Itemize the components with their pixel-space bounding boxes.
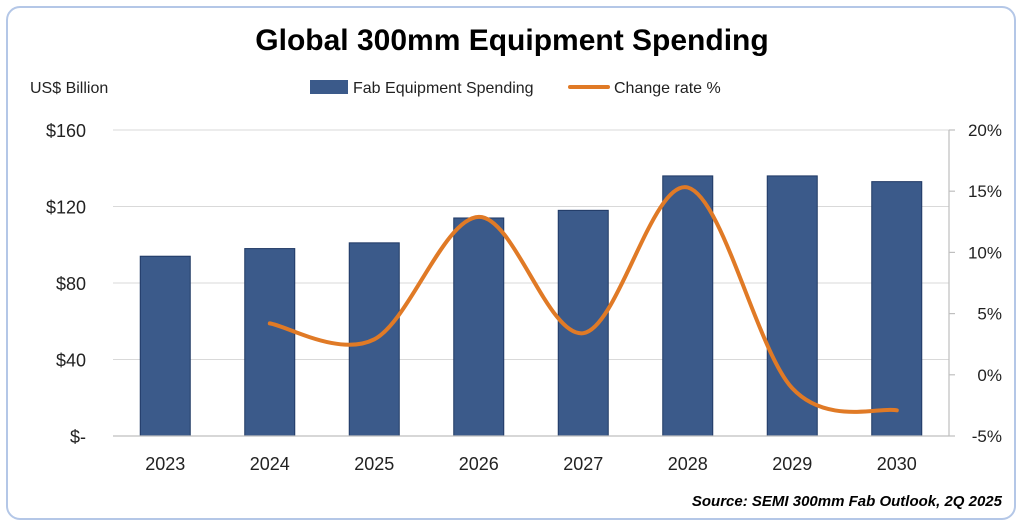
- x-tick-label: 2028: [668, 454, 708, 474]
- y-tick-label: $40: [56, 351, 86, 371]
- y-tick-label: $-: [70, 427, 86, 447]
- y-axis-label: US$ Billion: [30, 80, 108, 97]
- source-note: Source: SEMI 300mm Fab Outlook, 2Q 2025: [692, 493, 1003, 510]
- legend-label-bars: Fab Equipment Spending: [353, 80, 534, 97]
- x-tick-label: 2029: [772, 454, 812, 474]
- chart-title: Global 300mm Equipment Spending: [255, 24, 768, 57]
- y-tick-label: $120: [46, 198, 86, 218]
- bar: [662, 175, 714, 437]
- change-rate-line: [267, 185, 899, 414]
- y2-axis-ticks: -5% 0% 5% 10% 15% 20%: [968, 121, 1002, 446]
- axes: [113, 129, 955, 437]
- bar: [871, 181, 923, 437]
- y2-tick-label: -5%: [972, 427, 1002, 446]
- y2-tick-label: 0%: [977, 366, 1002, 385]
- bar: [766, 175, 818, 437]
- x-axis-ticks: 2023 2024 2025 2026 2027 2028 2029 2030: [145, 454, 917, 474]
- legend-label-line: Change rate %: [614, 80, 721, 97]
- x-tick-label: 2023: [145, 454, 185, 474]
- y-tick-label: $80: [56, 274, 86, 294]
- gridlines: [113, 129, 949, 360]
- bar-series: [139, 175, 923, 437]
- x-tick-label: 2025: [354, 454, 394, 474]
- bar: [139, 255, 191, 437]
- legend-swatch-bars: [310, 80, 348, 94]
- y2-tick-label: 5%: [977, 305, 1002, 324]
- bar: [244, 248, 296, 437]
- legend: Fab Equipment Spending Change rate %: [310, 80, 721, 97]
- y2-tick-label: 10%: [968, 243, 1002, 262]
- y-tick-label: $160: [46, 121, 86, 141]
- x-tick-label: 2027: [563, 454, 603, 474]
- x-tick-label: 2026: [459, 454, 499, 474]
- bar: [557, 209, 609, 437]
- line-series: [267, 185, 899, 414]
- x-tick-label: 2024: [250, 454, 290, 474]
- y-axis-ticks: $- $40 $80 $120 $160: [46, 121, 86, 447]
- x-tick-label: 2030: [877, 454, 917, 474]
- y2-tick-label: 20%: [968, 121, 1002, 140]
- bar: [453, 217, 505, 437]
- y2-tick-label: 15%: [968, 182, 1002, 201]
